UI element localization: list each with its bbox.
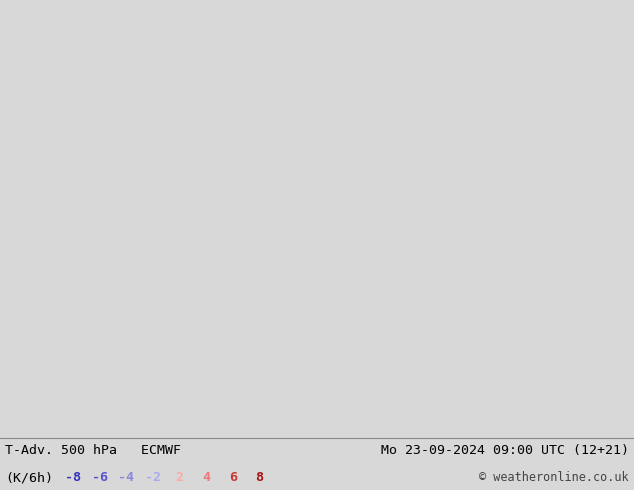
Text: (K/6h): (K/6h) [5, 471, 53, 484]
Text: 8: 8 [256, 471, 263, 484]
Text: 4: 4 [202, 471, 210, 484]
Text: -6: -6 [91, 471, 108, 484]
Text: T-Adv. 500 hPa   ECMWF: T-Adv. 500 hPa ECMWF [5, 444, 181, 457]
Text: -4: -4 [118, 471, 134, 484]
Text: Mo 23-09-2024 09:00 UTC (12+21): Mo 23-09-2024 09:00 UTC (12+21) [381, 444, 629, 457]
Text: 2: 2 [176, 471, 183, 484]
Text: -2: -2 [145, 471, 161, 484]
Text: -8: -8 [65, 471, 81, 484]
Text: 6: 6 [229, 471, 236, 484]
Text: © weatheronline.co.uk: © weatheronline.co.uk [479, 471, 629, 484]
